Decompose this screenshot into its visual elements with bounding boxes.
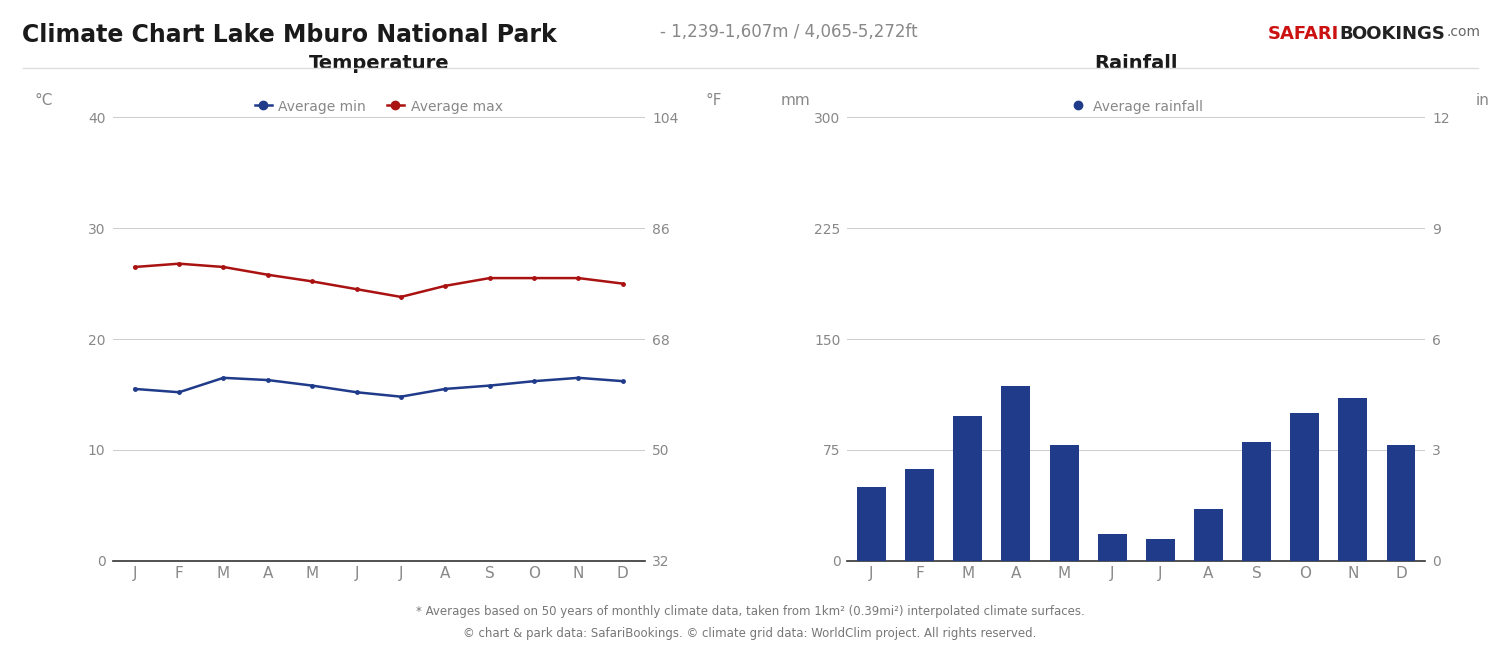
Bar (1338, 398, 1368, 561)
Bar (1050, 445, 1078, 561)
Text: SAFARI: SAFARI (1268, 25, 1338, 43)
Text: - 1,239-1,607m / 4,065-5,272ft: - 1,239-1,607m / 4,065-5,272ft (660, 23, 918, 41)
Text: °F: °F (706, 93, 723, 108)
Bar (1290, 413, 1318, 561)
Bar (1146, 539, 1174, 561)
Bar (1242, 443, 1270, 561)
Bar (1002, 387, 1031, 561)
Legend: Average rainfall: Average rainfall (1070, 100, 1203, 114)
Bar (1386, 445, 1416, 561)
Text: OOKINGS: OOKINGS (1352, 25, 1446, 43)
Text: © chart & park data: SafariBookings. © climate grid data: WorldClim project. All: © chart & park data: SafariBookings. © c… (464, 627, 1036, 640)
Text: .com: .com (1446, 25, 1480, 38)
Bar (856, 487, 886, 561)
Text: in: in (1476, 93, 1490, 108)
Text: mm: mm (780, 93, 810, 108)
Text: Climate Chart Lake Mburo National Park: Climate Chart Lake Mburo National Park (22, 23, 558, 47)
Text: °C: °C (34, 93, 53, 108)
Text: Rainfall: Rainfall (1095, 54, 1178, 73)
Bar (1194, 509, 1222, 561)
Bar (904, 469, 934, 561)
Text: * Averages based on 50 years of monthly climate data, taken from 1km² (0.39mi²) : * Averages based on 50 years of monthly … (416, 605, 1084, 618)
Bar (954, 416, 982, 561)
Legend: Average min, Average max: Average min, Average max (255, 100, 502, 114)
Text: Temperature: Temperature (309, 54, 448, 73)
Text: B: B (1340, 25, 1353, 43)
Bar (1098, 534, 1126, 561)
